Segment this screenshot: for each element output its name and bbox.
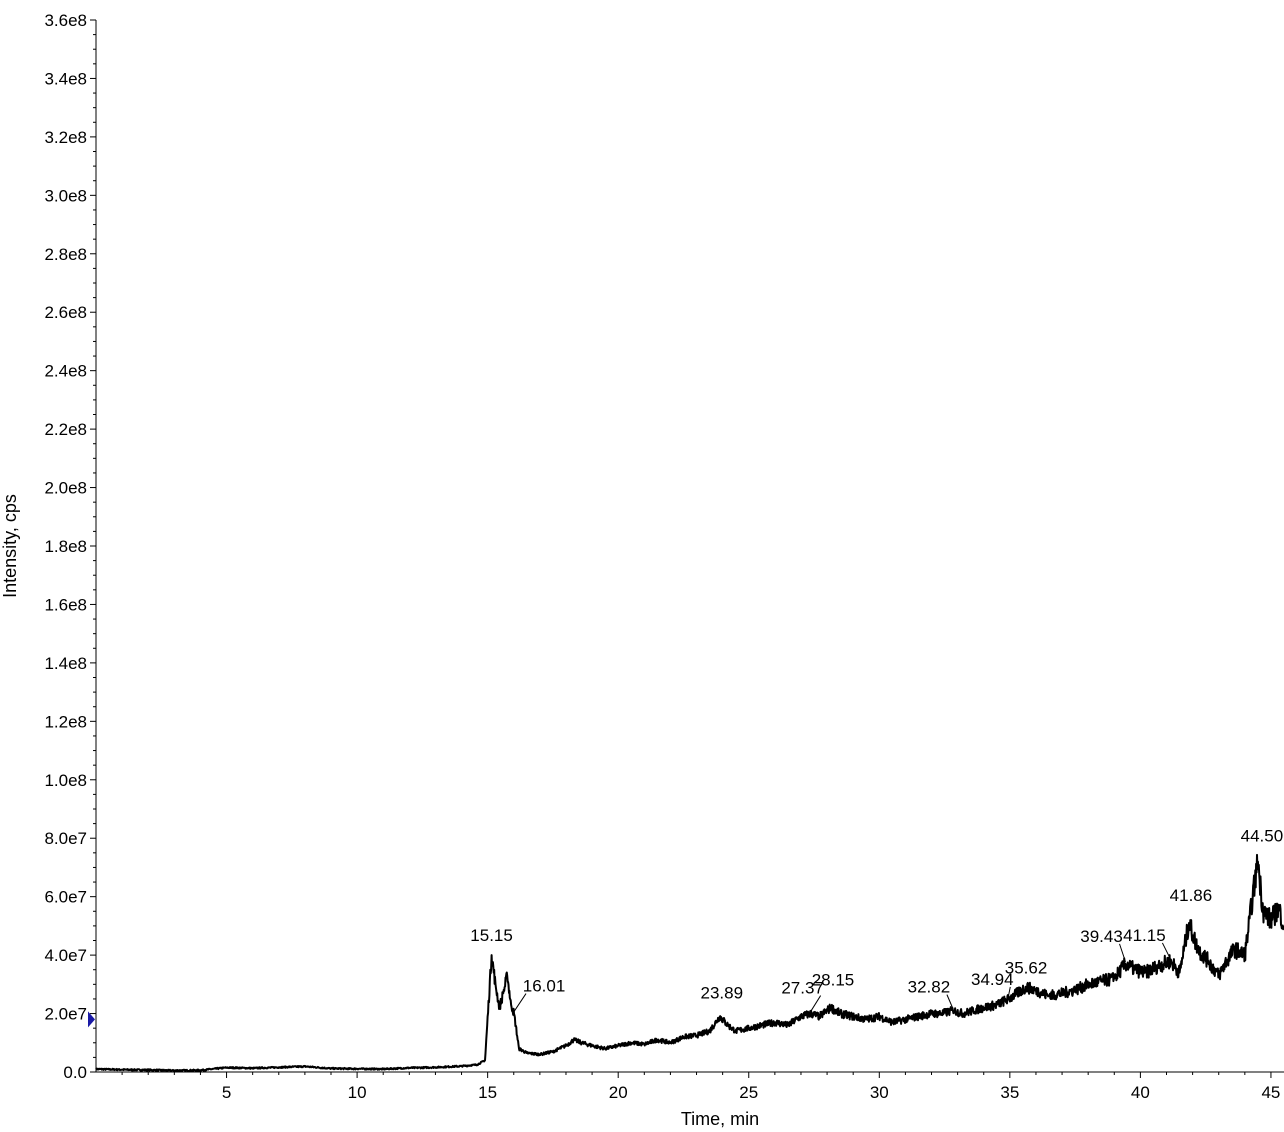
y-tick-label: 1.6e8 [44,595,87,614]
y-tick-label: 0.0 [63,1063,87,1082]
x-axis-title: Time, min [681,1109,759,1129]
y-tick-label: 3.2e8 [44,128,87,147]
peak-label: 32.82 [908,978,951,997]
y-axis-marker-icon [88,1011,95,1028]
peak-label: 35.62 [1005,958,1048,977]
peak-leader-line [946,994,954,1009]
y-tick-label: 4.0e7 [44,946,87,965]
x-tick-label: 30 [870,1083,889,1102]
x-tick-label: 20 [609,1083,628,1102]
peak-label: 15.15 [470,926,513,945]
x-tick-label: 35 [1000,1083,1019,1102]
y-tick-label: 3.4e8 [44,69,87,88]
x-tick-label: 25 [739,1083,758,1102]
y-tick-label: 2.0e7 [44,1005,87,1024]
y-tick-label: 6.0e7 [44,888,87,907]
y-axis-title: Intensity, cps [0,494,20,598]
y-tick-label: 1.0e8 [44,771,87,790]
peak-label: 39.43 [1080,927,1123,946]
peak-leader-line [1007,986,1011,998]
x-axis: 5 10 15 20 25 30 35 40 45 [96,1071,1284,1102]
peak-leader-line [513,993,527,1012]
y-tick-label: 1.4e8 [44,654,87,673]
y-axis: 0.0 2.0e7 4.0e7 6.0e7 8.0e7 1.0e8 1.2e8 1.4e8 1.… [44,11,97,1082]
x-tick-label: 40 [1131,1083,1150,1102]
y-tick-label: 3.6e8 [44,11,87,30]
marker-layer [88,1011,95,1028]
x-tick-label: 5 [222,1083,231,1102]
x-tick-label: 45 [1261,1083,1280,1102]
y-tick-label: 2.4e8 [44,362,87,381]
peak-leader-line [1119,943,1126,963]
y-tick-label: 2.6e8 [44,303,87,322]
y-tick-label: 2.0e8 [44,479,87,498]
peak-label: 44.50 [1241,827,1284,846]
y-tick-label: 3.0e8 [44,186,87,205]
y-tick-label: 2.8e8 [44,245,87,264]
peak-label: 23.89 [700,983,743,1002]
chromatogram-trace [95,853,1284,1073]
peak-leader-line [1161,942,1171,960]
peak-label: 16.01 [523,977,566,996]
y-tick-label: 1.2e8 [44,712,87,731]
peak-leader-line [810,995,822,1012]
x-tick-label: 10 [348,1083,367,1102]
peak-label: 27.37 [781,979,824,998]
peak-label: 28.15 [812,971,855,990]
y-tick-label: 1.8e8 [44,537,87,556]
peak-label: 41.86 [1170,886,1213,905]
peak-label: 41.15 [1123,926,1166,945]
x-tick-label: 15 [478,1083,497,1102]
y-tick-label: 2.2e8 [44,420,87,439]
peak-label: 34.94 [971,970,1014,989]
series-layer [95,853,1284,1073]
y-tick-label: 8.0e7 [44,829,87,848]
